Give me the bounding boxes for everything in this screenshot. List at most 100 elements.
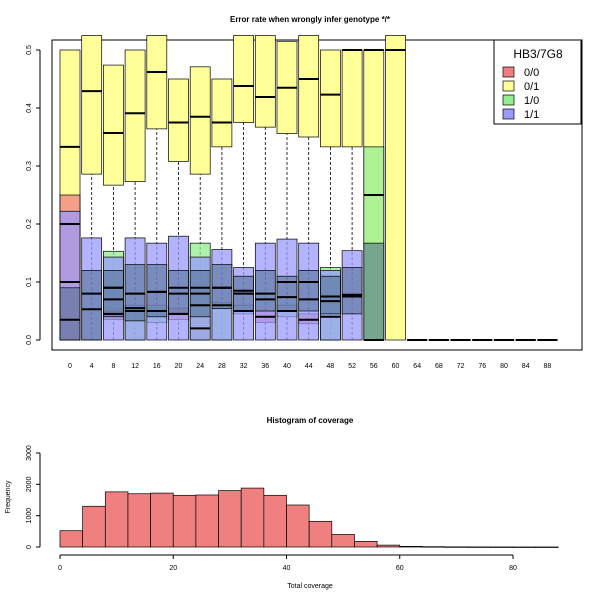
hist-y-tick-label: 3000 [26,445,33,461]
box-0-1 [103,64,124,186]
legend-label: 0/1 [524,81,539,93]
histogram-bar [308,520,333,548]
y-tick-label: 0.4 [26,103,33,113]
histogram-bar [490,546,514,548]
hist-x-tick-label: 0 [58,565,62,572]
boxplot-x-axis: 0 4 8 12 16 20 24 28 32 36 40 44 48 52 56 60 64 68 72 76 80 8… [68,363,551,370]
y-tick-label: 0.2 [26,219,33,229]
x-tick-label: 76 [478,363,486,370]
x-tick-label: 48 [327,363,335,370]
x-tick-label: 24 [196,363,204,370]
box-0-1 [341,49,363,148]
histogram-bar [512,546,536,548]
boxplot-y-axis: 0.0 0.1 0.2 0.3 0.4 0.5 [26,45,41,345]
legend-swatch [502,80,515,92]
legend-title: HB3/7G8 [513,47,563,61]
x-tick-label: 88 [544,363,552,370]
y-tick-label: 0.3 [26,161,33,171]
box-0-1 [189,66,211,175]
histogram-y-label: Frequency [5,480,12,514]
histogram-bar [127,493,151,548]
legend-label: 1/1 [524,109,539,121]
histogram-bar [399,546,423,548]
legend-swatch [502,66,515,78]
histogram-bar [422,546,446,548]
box-overall [81,270,103,341]
box-overall [363,242,385,341]
box-0-1 [81,35,103,175]
box-0-1 [168,78,189,162]
y-tick-label: 0.5 [26,45,33,55]
hist-x-tick-label: 80 [509,565,517,572]
histogram-bar [263,494,287,548]
box-overall [168,270,189,315]
box-0-1 [298,35,320,138]
x-tick-label: 72 [457,363,465,370]
x-tick-label: 16 [153,363,161,370]
x-tick-label: 28 [218,363,226,370]
histogram-x-label: Total coverage [287,583,333,590]
x-tick-label: 52 [348,363,356,370]
x-tick-label: 20 [175,363,183,370]
legend-label: 1/0 [524,95,539,107]
histogram-bar [286,504,310,548]
x-tick-label: 8 [111,363,115,370]
legend-swatch [502,108,515,120]
legend: HB3/7G8 0/0 0/1 1/0 1/1 [493,39,582,125]
histogram-bar [172,494,197,548]
boxplot-title: Error rate when wrongly infer genotype *… [230,15,391,24]
histogram-y-axis: 0 1000 2000 3000 [26,445,41,549]
x-tick-label: 68 [435,363,443,370]
histogram-bar [354,541,378,548]
box-overall [320,275,341,315]
legend-swatch [502,94,515,106]
hist-y-tick-label: 1000 [26,508,33,524]
x-tick-label: 44 [305,363,313,370]
y-tick-label: 0.0 [26,335,33,345]
box-0-1 [320,49,341,148]
hist-y-tick-label: 0 [26,545,33,549]
hist-x-tick-label: 60 [396,565,404,572]
histogram-x-axis: 0 20 40 60 80 [58,554,517,572]
histogram-bar [535,546,559,548]
histogram-bar [240,487,265,548]
box-overall [254,270,276,312]
histogram-bar [444,546,469,548]
x-tick-label: 56 [370,363,378,370]
box-0-1 [385,35,406,341]
x-tick-label: 84 [522,363,530,370]
x-tick-label: 4 [90,363,94,370]
box-overall [341,267,363,315]
box-0-1 [146,35,168,130]
x-tick-label: 80 [500,363,508,370]
box-0-1 [254,35,276,128]
box-0-1 [124,49,146,183]
histogram-bar [104,491,129,548]
boxplot-medians [60,49,558,341]
x-tick-label: 36 [261,363,269,370]
hist-y-tick-label: 2000 [26,476,33,492]
x-tick-label: 40 [283,363,291,370]
x-tick-label: 12 [131,363,139,370]
box-overall [103,270,124,318]
histogram-title: Histogram of coverage [267,416,354,425]
box-overall [211,264,233,310]
histogram-bar [195,494,219,548]
y-tick-label: 0.1 [26,277,33,287]
box-0-1 [233,35,254,123]
histogram-bar [59,530,83,548]
x-tick-label: 32 [240,363,248,370]
legend-items: 0/0 0/1 1/0 1/1 [502,66,539,121]
histogram-bar [331,534,355,548]
hist-x-tick-label: 20 [169,565,177,572]
x-tick-label: 0 [68,363,72,370]
histogram-bar [82,505,106,548]
box-overall [59,287,81,341]
box-0-1 [211,78,233,148]
histogram-bar [376,544,401,548]
histogram-bar [218,490,242,548]
box-overall [298,270,320,312]
hist-x-tick-label: 40 [283,565,291,572]
histogram-bar [150,492,174,548]
